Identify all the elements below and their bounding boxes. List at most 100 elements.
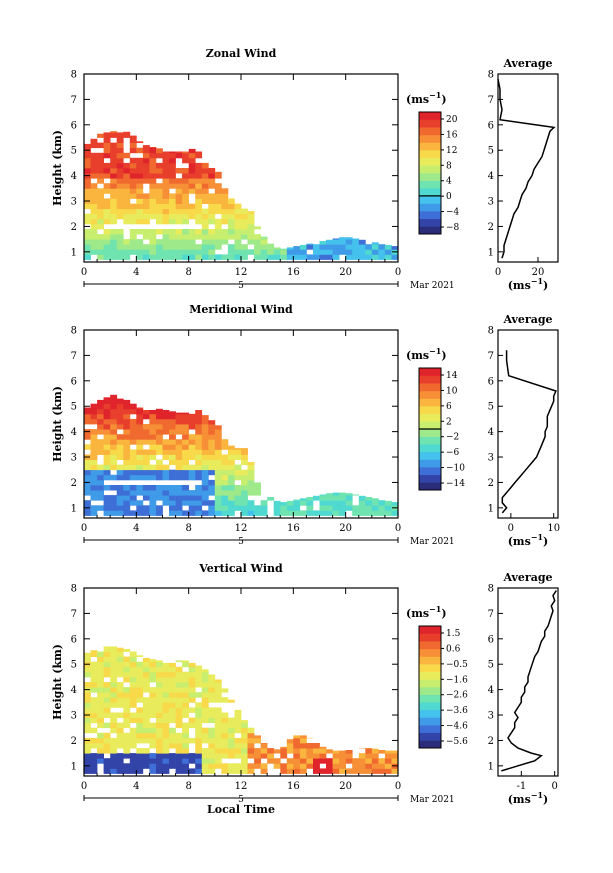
field-cell bbox=[129, 763, 137, 769]
field-cell bbox=[234, 449, 242, 455]
field-cell bbox=[129, 434, 137, 440]
x-tick-label: 8 bbox=[185, 267, 191, 278]
field-cell bbox=[123, 239, 131, 245]
field-cell bbox=[103, 408, 111, 415]
field-cell bbox=[188, 413, 196, 420]
field-cell bbox=[162, 474, 170, 481]
field-cell bbox=[378, 505, 386, 511]
field-cell bbox=[116, 249, 124, 255]
field-cell bbox=[234, 229, 242, 235]
field-cell bbox=[214, 469, 222, 476]
field-cell bbox=[221, 234, 229, 240]
field-cell bbox=[90, 403, 98, 410]
profile-x-tick-label: 0 bbox=[508, 523, 514, 534]
field-cell bbox=[260, 500, 268, 506]
profile-x-label: (ms−1) bbox=[508, 532, 549, 548]
field-cell bbox=[169, 418, 176, 425]
y-tick-label: 6 bbox=[71, 120, 77, 131]
field-cell bbox=[234, 712, 242, 718]
field-cell bbox=[116, 157, 124, 164]
field-cell bbox=[214, 234, 222, 240]
field-cell bbox=[136, 188, 144, 194]
field-cell bbox=[384, 500, 392, 506]
field-cell bbox=[214, 254, 222, 260]
field-cell bbox=[136, 464, 144, 471]
field-cell bbox=[169, 732, 176, 739]
field-cell bbox=[116, 183, 124, 189]
field-cell bbox=[175, 412, 183, 415]
field-cell bbox=[169, 495, 176, 501]
field-cell bbox=[234, 709, 242, 713]
x-tick-label: 12 bbox=[235, 781, 248, 792]
field-cell bbox=[97, 485, 104, 491]
field-cell bbox=[214, 208, 222, 215]
x-tick-label: 8 bbox=[185, 781, 191, 792]
colorbar-tick-label: 0 bbox=[446, 192, 452, 202]
field-cell bbox=[188, 768, 196, 774]
field-cell bbox=[103, 500, 111, 506]
field-cell bbox=[90, 429, 98, 435]
field-cell bbox=[260, 510, 268, 516]
field-cell bbox=[175, 234, 183, 240]
field-cell bbox=[221, 722, 229, 729]
field-cell bbox=[208, 707, 216, 713]
field-cell bbox=[201, 692, 209, 698]
field-cell bbox=[208, 213, 216, 220]
field-cell bbox=[182, 198, 189, 204]
field-cell bbox=[149, 469, 157, 476]
field-cell bbox=[182, 434, 189, 440]
field-cell bbox=[214, 753, 222, 759]
field-cell bbox=[149, 203, 157, 210]
field-cell bbox=[90, 198, 98, 204]
field-cell bbox=[182, 660, 189, 663]
field-cell bbox=[162, 464, 170, 471]
field-cell bbox=[280, 248, 288, 250]
field-cell bbox=[332, 768, 340, 774]
field-cell bbox=[195, 768, 203, 774]
field-cell bbox=[175, 213, 183, 220]
field-cell bbox=[103, 244, 111, 250]
field-cell bbox=[110, 763, 118, 769]
field-cell bbox=[195, 234, 203, 240]
colorbar-swatch bbox=[419, 694, 441, 703]
colorbar-swatch bbox=[419, 687, 441, 695]
field-cell bbox=[188, 229, 196, 235]
field-cell bbox=[188, 758, 196, 764]
field-cell bbox=[162, 692, 170, 698]
colorbar-tick-label: −14 bbox=[446, 479, 465, 489]
field-cell bbox=[90, 743, 98, 749]
field-cell bbox=[306, 510, 314, 516]
field-cell bbox=[142, 727, 150, 734]
field-cell bbox=[195, 429, 203, 435]
field-cell bbox=[188, 213, 196, 220]
field-cell bbox=[182, 157, 189, 164]
field-cell bbox=[339, 768, 346, 774]
field-cell bbox=[326, 749, 333, 754]
field-cell bbox=[299, 758, 307, 764]
field-cell bbox=[267, 753, 275, 759]
x-tick-label: 20 bbox=[339, 523, 352, 534]
field-cell bbox=[182, 510, 189, 516]
field-cell bbox=[201, 702, 209, 708]
field-cell bbox=[280, 510, 288, 516]
field-cell bbox=[345, 244, 353, 250]
field-cell bbox=[116, 418, 124, 425]
field-cell bbox=[110, 495, 118, 501]
field-cell bbox=[156, 712, 163, 718]
field-cell bbox=[123, 213, 131, 220]
field-cell bbox=[169, 682, 176, 688]
field-cell bbox=[162, 244, 170, 250]
field-cell bbox=[247, 213, 255, 220]
field-cell bbox=[247, 239, 255, 245]
field-cell bbox=[221, 712, 229, 718]
field-cell bbox=[123, 474, 131, 481]
field-cell bbox=[103, 687, 111, 693]
field-cell bbox=[90, 418, 98, 425]
field-cell bbox=[162, 676, 170, 683]
field-cell bbox=[201, 676, 209, 683]
field-cell bbox=[267, 243, 275, 245]
field-cell bbox=[90, 229, 98, 235]
colorbar-swatch bbox=[419, 436, 441, 445]
